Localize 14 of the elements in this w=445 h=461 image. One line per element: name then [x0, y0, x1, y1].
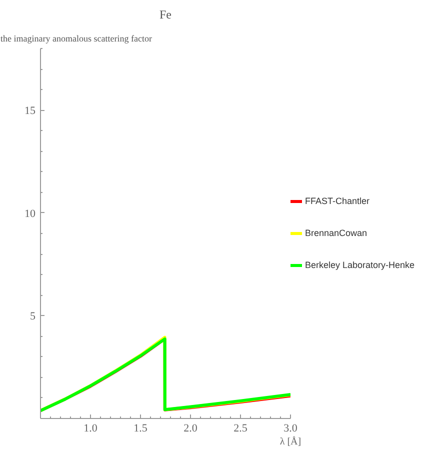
legend-label: Berkeley Laboratory-Henke	[305, 260, 415, 270]
x-axis-title: λ [Å]	[280, 436, 302, 448]
x-tick-label: 2.0	[184, 422, 198, 434]
y-tick-label: 10	[24, 208, 36, 220]
chart-title: Fe	[160, 8, 172, 22]
x-tick-label: 1.0	[84, 422, 98, 434]
x-tick-label: 3.0	[284, 422, 298, 434]
y-tick-label: 5	[30, 310, 36, 323]
x-tick-label: 1.5	[134, 422, 148, 434]
x-tick-label: 2.5	[234, 422, 248, 434]
y-axis-title: the imaginary anomalous scattering factor	[0, 34, 152, 44]
y-tick-label: 15	[24, 105, 36, 118]
legend-label: FFAST-Chantler	[305, 196, 370, 206]
legend-label: BrennanCowan	[305, 228, 368, 238]
